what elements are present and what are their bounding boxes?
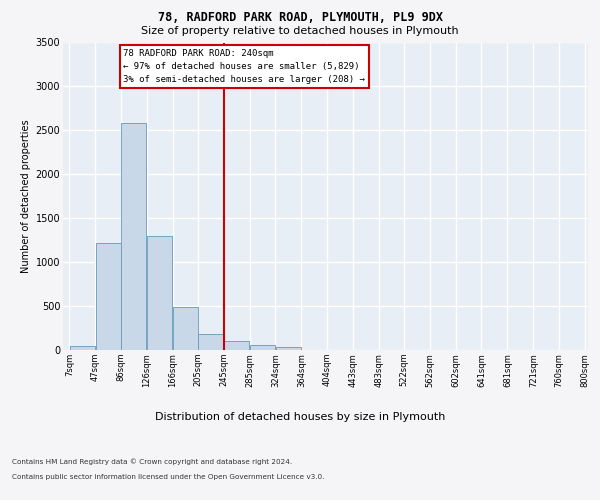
Text: Size of property relative to detached houses in Plymouth: Size of property relative to detached ho… [141, 26, 459, 36]
Bar [147, 236, 172, 350]
Bar [275, 348, 301, 350]
Bar [70, 346, 95, 350]
Y-axis label: Number of detached properties: Number of detached properties [22, 120, 31, 273]
Text: 78, RADFORD PARK ROAD, PLYMOUTH, PL9 9DX: 78, RADFORD PARK ROAD, PLYMOUTH, PL9 9DX [157, 11, 443, 24]
Bar [95, 243, 121, 350]
Bar [173, 307, 198, 350]
Bar [224, 341, 250, 350]
Text: 78 RADFORD PARK ROAD: 240sqm
← 97% of detached houses are smaller (5,829)
3% of : 78 RADFORD PARK ROAD: 240sqm ← 97% of de… [124, 48, 365, 84]
Text: Contains public sector information licensed under the Open Government Licence v3: Contains public sector information licen… [12, 474, 325, 480]
Bar [121, 124, 146, 350]
Bar [198, 334, 223, 350]
Text: Contains HM Land Registry data © Crown copyright and database right 2024.: Contains HM Land Registry data © Crown c… [12, 458, 292, 465]
Bar [250, 345, 275, 350]
Text: Distribution of detached houses by size in Plymouth: Distribution of detached houses by size … [155, 412, 445, 422]
